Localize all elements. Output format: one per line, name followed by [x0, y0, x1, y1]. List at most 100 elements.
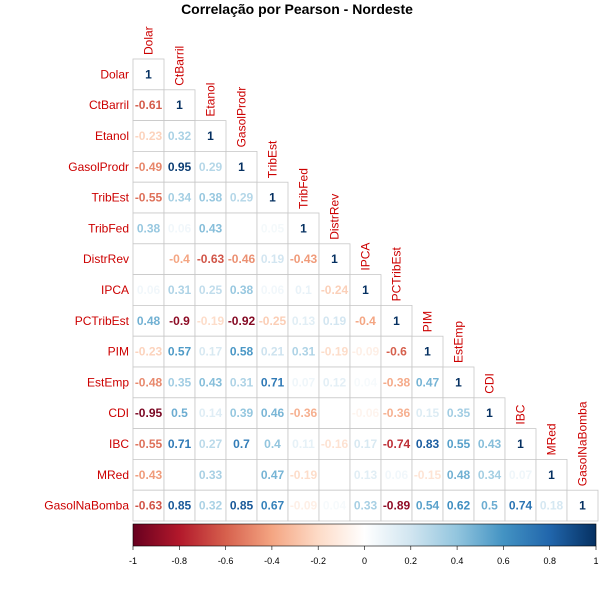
- cells-layer: 1-0.61 1-0.23 0.32 1-0.49 0.95 0.29 1-0.55 0.34…: [132, 58, 599, 522]
- cell-GasolNaBomba-TribFed: [287, 489, 320, 522]
- row-label-TribFed: TribFed: [88, 221, 129, 235]
- cell-IPCA-Dolar: [132, 274, 165, 306]
- cell-value-TribEst-Etanol: 0.38: [199, 191, 223, 205]
- cell-CDI-EstEmp: [442, 397, 475, 429]
- colorbar-tick-label--0.6: -0.6: [218, 556, 234, 566]
- cell-MRed-IBC: [504, 458, 537, 491]
- row-label-CtBarril: CtBarril: [89, 98, 129, 112]
- cell-value-TribEst-TribEst: 1: [269, 191, 276, 205]
- row-label-Dolar: Dolar: [100, 67, 129, 81]
- cell-value-IPCA-TribEst: 0.06: [261, 283, 285, 297]
- cell-value-CDI-TribFed: -0.36: [290, 406, 318, 420]
- cell-IBC-CtBarril: [163, 428, 196, 460]
- cell-CDI-DistrRev: [318, 397, 351, 429]
- cell-value-DistrRev-TribFed: -0.43: [290, 252, 318, 266]
- cell-DistrRev-Etanol: [194, 243, 227, 276]
- cell-value-TribFed-TribEst: 0.05: [261, 221, 285, 235]
- cell-value-PIM-TribEst: 0.21: [261, 345, 285, 359]
- cell-TribEst-CtBarril: [163, 181, 196, 214]
- cell-value-DistrRev-CtBarril: -0.4: [169, 252, 190, 266]
- cell-PCTribEst-IPCA: [349, 304, 382, 337]
- cell-value-IBC-TribEst: 0.4: [264, 437, 281, 451]
- cell-value-TribFed-Etanol: 0.43: [199, 221, 223, 235]
- cell-value-PIM-CtBarril: 0.57: [168, 345, 192, 359]
- cell-value-IBC-EstEmp: 0.55: [447, 437, 471, 451]
- cell-TribFed-CtBarril: [163, 212, 196, 245]
- cell-value-GasolNaBomba-CDI: 0.5: [481, 499, 498, 513]
- cell-EstEmp-EstEmp: [442, 366, 475, 399]
- cell-GasolNaBomba-EstEmp: [442, 489, 475, 522]
- row-label-CDI: CDI: [108, 406, 129, 420]
- col-label-EstEmp: EstEmp: [452, 321, 466, 363]
- row-label-DistrRev: DistrRev: [83, 252, 129, 266]
- cell-value-TribEst-GasolProdr: 0.29: [230, 191, 254, 205]
- colorbar: -1 -0.8 -0.6 -0.4 -0.2 0 0.2 0.4 0.6 0.8 1: [129, 523, 599, 566]
- cell-DistrRev-DistrRev: [318, 243, 351, 276]
- cell-value-PCTribEst-TribEst: -0.25: [259, 314, 287, 328]
- cell-PCTribEst-CtBarril: [163, 304, 196, 337]
- cell-IBC-Dolar: [132, 428, 165, 460]
- cell-IBC-IBC: [504, 428, 537, 460]
- row-label-GasolProdr: GasolProdr: [68, 160, 129, 174]
- cell-EstEmp-IPCA: [349, 366, 382, 399]
- cell-IBC-PIM: [411, 428, 444, 460]
- cell-MRed-GasolProdr: [225, 458, 258, 491]
- cell-value-GasolNaBomba-IPCA: 0.33: [354, 499, 378, 513]
- colorbar-tick-label--0.8: -0.8: [172, 556, 188, 566]
- cell-value-GasolNaBomba-EstEmp: 0.62: [447, 499, 471, 513]
- cell-value-TribFed-CtBarril: 0.06: [168, 221, 192, 235]
- col-label-MRed: MRed: [545, 423, 559, 455]
- colorbar-tick-label-0.8: 0.8: [543, 556, 556, 566]
- row-label-IPCA: IPCA: [101, 283, 129, 297]
- cell-CDI-PCTribEst: [380, 397, 413, 429]
- cell-value-PCTribEst-GasolProdr: -0.92: [228, 314, 256, 328]
- cell-PIM-PIM: [411, 335, 444, 368]
- cell-value-PIM-IPCA: -0.09: [352, 345, 380, 359]
- cell-value-PCTribEst-Etanol: -0.19: [197, 314, 225, 328]
- cell-value-GasolNaBomba-Dolar: -0.63: [135, 499, 163, 513]
- cell-value-IPCA-IPCA: 1: [362, 283, 369, 297]
- cell-value-IBC-DistrRev: -0.16: [321, 437, 349, 451]
- cell-GasolNaBomba-TribEst: [256, 489, 289, 522]
- cell-value-IPCA-Etanol: 0.25: [199, 283, 223, 297]
- cell-PIM-IPCA: [349, 335, 382, 368]
- cell-value-EstEmp-PCTribEst: -0.38: [383, 375, 411, 389]
- colorbar-tick-label--0.2: -0.2: [310, 556, 326, 566]
- colorbar-tick-label-0.2: 0.2: [405, 556, 418, 566]
- cell-value-EstEmp-TribEst: 0.71: [261, 375, 285, 389]
- cell-value-CDI-Etanol: 0.14: [199, 406, 223, 420]
- cell-value-EstEmp-CtBarril: 0.35: [168, 375, 192, 389]
- cell-value-IBC-Etanol: 0.27: [199, 437, 223, 451]
- cell-value-PIM-GasolProdr: 0.58: [230, 345, 254, 359]
- cell-Etanol-Etanol: [194, 120, 227, 152]
- cell-value-CDI-PIM: 0.15: [416, 406, 440, 420]
- cell-TribFed-Dolar: [132, 212, 165, 245]
- cell-IBC-CDI: [473, 428, 506, 460]
- cell-PIM-TribFed: [287, 335, 320, 368]
- cell-MRed-TribEst: [256, 458, 289, 491]
- cell-value-PCTribEst-IPCA: -0.4: [355, 314, 376, 328]
- cell-DistrRev-CtBarril: [163, 243, 196, 276]
- cell-value-IBC-Dolar: -0.55: [135, 437, 163, 451]
- col-label-CDI: CDI: [483, 373, 497, 394]
- cell-value-IPCA-GasolProdr: 0.38: [230, 283, 254, 297]
- cell-value-DistrRev-DistrRev: 1: [331, 252, 338, 266]
- col-label-TribFed: TribFed: [297, 168, 311, 209]
- cell-value-CDI-IPCA: -0.06: [352, 406, 380, 420]
- cell-value-MRed-IBC: 0.07: [509, 468, 533, 482]
- cell-CDI-GasolProdr: [225, 397, 258, 429]
- cell-EstEmp-Etanol: [194, 366, 227, 399]
- cell-value-MRed-EstEmp: 0.48: [447, 468, 471, 482]
- cell-IBC-IPCA: [349, 428, 382, 460]
- cell-value-CDI-CtBarril: 0.5: [171, 406, 188, 420]
- cell-value-GasolNaBomba-PIM: 0.54: [416, 499, 440, 513]
- chart-title: Correlação por Pearson - Nordeste: [181, 1, 413, 17]
- cell-value-EstEmp-Dolar: -0.48: [135, 375, 163, 389]
- cell-value-EstEmp-Etanol: 0.43: [199, 375, 223, 389]
- col-label-GasolProdr: GasolProdr: [235, 87, 249, 148]
- cell-value-GasolProdr-Dolar: -0.49: [135, 160, 163, 174]
- cell-IBC-PCTribEst: [380, 428, 413, 460]
- cell-PIM-GasolProdr: [225, 335, 258, 368]
